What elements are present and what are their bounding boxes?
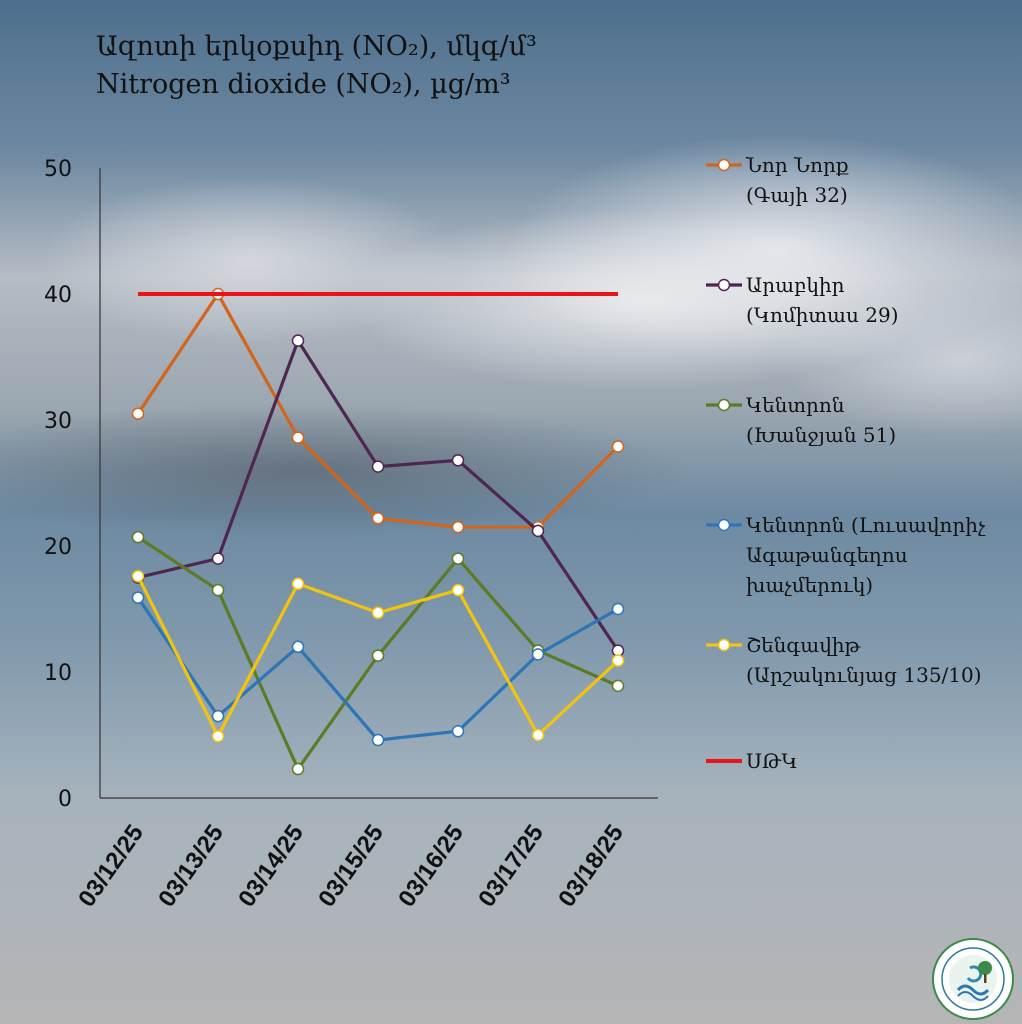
legend-point: [717, 398, 731, 412]
data-point: [131, 530, 145, 544]
series-line: [137, 339, 620, 652]
y-tick-label: 50: [44, 157, 72, 182]
data-point: [371, 512, 385, 525]
data-point: [291, 334, 305, 347]
y-tick-label: 40: [44, 283, 72, 308]
legend-marker: [706, 638, 742, 652]
data-point: [611, 654, 625, 667]
x-tick-label: 03/17/25: [473, 820, 549, 912]
data-point: [451, 520, 465, 534]
legend-label: Կենտրոն (Խանջյան 51): [746, 393, 897, 447]
data-point: [531, 524, 545, 538]
data-point: [371, 733, 385, 747]
legend-point: [717, 158, 731, 172]
series-4: [131, 569, 625, 743]
data-point: [131, 591, 145, 604]
legend-marker: [706, 518, 742, 532]
series-3: [131, 591, 625, 747]
data-point: [611, 440, 625, 453]
data-point: [371, 649, 385, 662]
legend-label: Նոր Նորք (Գայի 32): [746, 153, 849, 207]
x-tick-label: 03/14/25: [233, 820, 309, 912]
data-point: [291, 431, 305, 444]
legend-label: Շենգավիթ (Արշակունյաց 135/10): [746, 633, 982, 687]
y-tick-label: 10: [44, 661, 72, 686]
chart-title: Ազոտի երկօքսիդ (NO₂), մկգ/մ³ Nitrogen di…: [96, 28, 537, 104]
x-tick-label: 03/18/25: [553, 820, 629, 912]
series-line: [136, 292, 620, 529]
legend-marker: [706, 759, 742, 763]
legend-marker: [706, 278, 742, 292]
chart-title-english: Nitrogen dioxide (NO₂), µg/m³: [96, 69, 511, 100]
series-0: [131, 287, 625, 534]
data-point: [451, 454, 465, 467]
data-point: [371, 606, 385, 620]
data-point: [131, 569, 145, 583]
data-point: [531, 648, 545, 661]
y-tick-label: 0: [58, 787, 72, 812]
data-point: [211, 552, 225, 565]
y-tick-label: 30: [44, 409, 72, 434]
legend-label: ՍԹԿ: [746, 749, 798, 773]
ministry-emblem-icon: [932, 938, 1014, 1020]
legend-point: [717, 638, 731, 652]
y-tick-label: 20: [44, 535, 72, 560]
legend-label: Կենտրոն (Լուսավորիչ Ագաթանգեղոս խաչմերու…: [746, 513, 986, 597]
data-point: [211, 583, 225, 597]
x-tick-label: 03/16/25: [393, 820, 469, 912]
x-tick-label: 03/12/25: [73, 820, 149, 912]
data-point: [611, 679, 625, 693]
data-point: [211, 730, 225, 743]
x-tick-label: 03/13/25: [153, 820, 229, 912]
data-point: [451, 724, 465, 738]
data-point: [451, 552, 465, 565]
legend-label: Արաբկիր (Կոմիտաս 29): [746, 273, 899, 327]
legend-point: [717, 518, 731, 532]
legend-marker: [706, 158, 742, 172]
data-point: [291, 762, 305, 776]
chart-title-armenian: Ազոտի երկօքսիդ (NO₂), մկգ/մ³: [96, 31, 537, 62]
data-point: [451, 583, 465, 597]
legend-marker: [706, 398, 742, 412]
data-point: [611, 602, 625, 616]
x-tick-label: 03/15/25: [313, 820, 389, 912]
data-point: [291, 577, 305, 591]
data-point: [211, 709, 225, 723]
data-point: [291, 640, 305, 654]
data-point: [131, 407, 145, 420]
data-point: [531, 728, 545, 742]
data-point: [371, 460, 385, 473]
legend-point: [717, 278, 731, 292]
